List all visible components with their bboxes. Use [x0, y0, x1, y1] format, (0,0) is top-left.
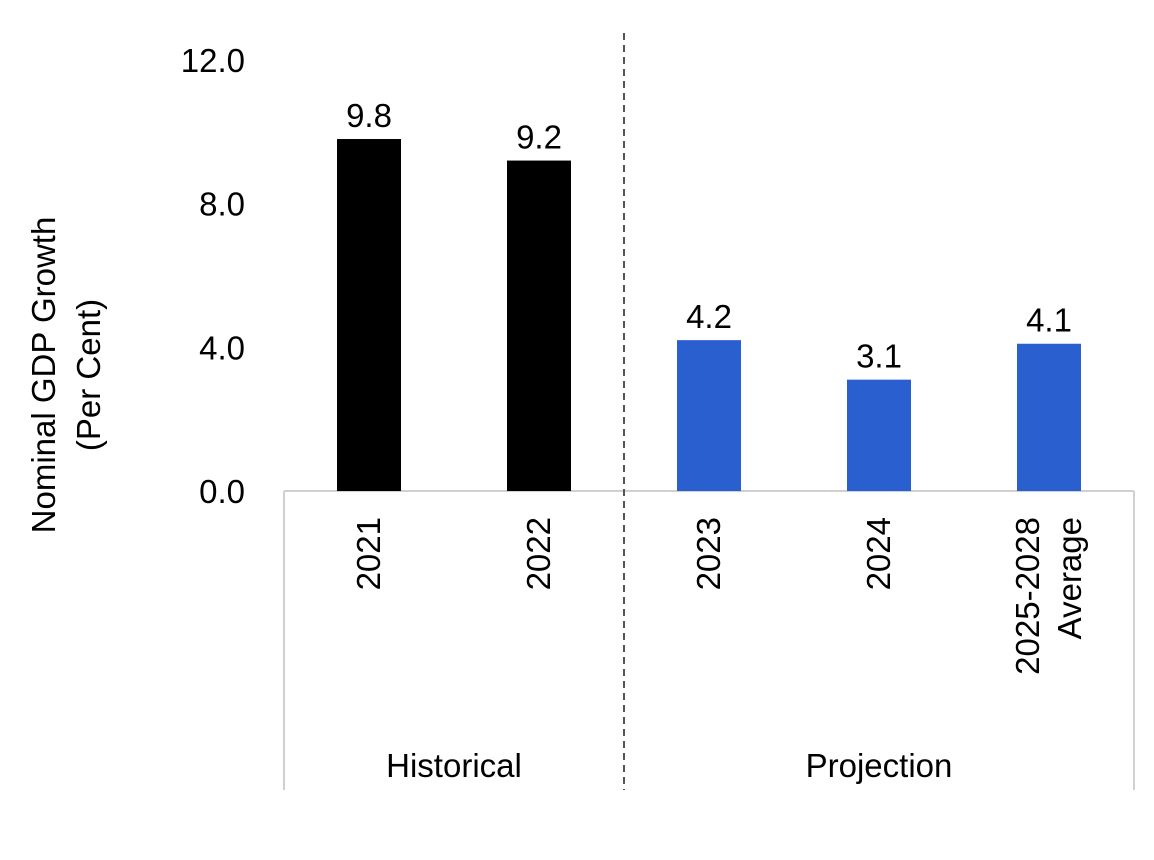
x-tick-label: 2023	[690, 517, 727, 590]
y-tick-label: 0.0	[199, 473, 245, 510]
bar-value-label: 4.1	[1026, 302, 1072, 339]
bar-value-label: 9.8	[346, 97, 392, 134]
bar	[507, 160, 571, 492]
x-tick-label: Average	[1051, 517, 1088, 639]
bar-value-label: 3.1	[856, 338, 902, 375]
y-tick-label: 4.0	[199, 329, 245, 366]
group-label: Projection	[806, 747, 953, 784]
bar-value-label: 9.2	[516, 119, 562, 156]
y-axis-title: Nominal GDP Growth	[25, 217, 62, 534]
y-tick-label: 12.0	[181, 42, 245, 79]
bar	[1017, 343, 1081, 491]
x-tick-label: 2025-2028	[1009, 517, 1046, 675]
bar-value-label: 4.2	[686, 298, 732, 335]
y-tick-label: 8.0	[199, 186, 245, 223]
x-tick-label: 2021	[350, 517, 387, 590]
x-tick-label: 2022	[520, 517, 557, 590]
x-tick-label: 2024	[860, 517, 897, 590]
bar	[847, 379, 911, 491]
y-axis-title: (Per Cent)	[70, 299, 107, 451]
bar	[337, 139, 401, 491]
bar	[677, 340, 741, 491]
group-label: Historical	[386, 747, 522, 784]
